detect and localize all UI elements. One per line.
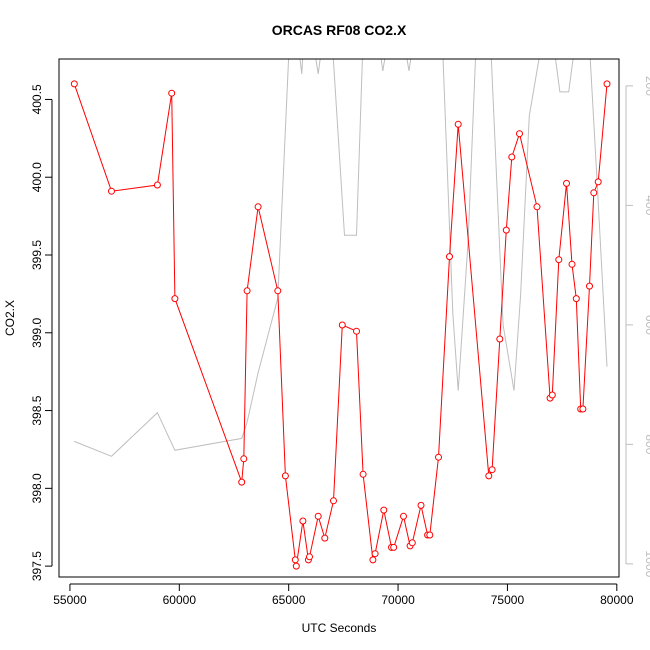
data-point xyxy=(488,466,496,474)
data-point xyxy=(502,226,510,234)
y-tick-label: 399.0 xyxy=(30,317,44,347)
data-point xyxy=(563,179,570,187)
data-point xyxy=(586,282,593,290)
data-point xyxy=(171,295,179,303)
data-point xyxy=(496,335,504,343)
plot-frame xyxy=(58,58,620,578)
data-point xyxy=(153,181,161,189)
data-point xyxy=(390,543,398,551)
data-point xyxy=(254,203,262,211)
data-point xyxy=(594,178,602,186)
data-point xyxy=(568,260,576,268)
data-point xyxy=(533,203,541,211)
y2-tick-label: 600 xyxy=(643,315,650,335)
data-point xyxy=(70,80,78,88)
data-point xyxy=(292,562,300,570)
data-point xyxy=(306,553,313,561)
data-point xyxy=(299,517,307,525)
data-point xyxy=(590,189,598,197)
data-point xyxy=(426,531,434,539)
data-point xyxy=(408,539,416,547)
data-point xyxy=(454,120,462,128)
data-point xyxy=(371,550,379,558)
y-tick-label: 398.5 xyxy=(30,395,44,425)
data-point xyxy=(281,472,289,480)
data-point xyxy=(380,506,388,514)
data-point xyxy=(400,512,407,520)
data-point xyxy=(485,472,493,480)
data-point xyxy=(168,89,176,97)
y-axis-label: CO2.X xyxy=(3,300,17,336)
series-layer xyxy=(70,59,611,570)
data-point xyxy=(330,497,337,505)
data-point xyxy=(435,453,442,461)
data-point xyxy=(555,256,563,264)
y-tick-label: 398.0 xyxy=(30,473,44,503)
data-point xyxy=(274,287,282,295)
data-point xyxy=(369,556,377,564)
data-point xyxy=(314,512,322,520)
data-point xyxy=(238,478,246,486)
y2-tick-label: 800 xyxy=(643,434,650,454)
data-point xyxy=(321,534,329,542)
data-point xyxy=(338,321,346,329)
data-point xyxy=(240,455,248,463)
x-tick-label: 65000 xyxy=(272,593,306,607)
data-point xyxy=(548,391,556,399)
data-point xyxy=(291,556,299,564)
chart-title: ORCAS RF08 CO2.X xyxy=(272,22,407,38)
data-point xyxy=(243,287,251,295)
y-tick-label: 397.5 xyxy=(30,551,44,581)
y-tick-label: 400.0 xyxy=(30,162,44,192)
y2-tick-label: 1000 xyxy=(643,551,650,578)
x-tick-label: 60000 xyxy=(163,593,197,607)
data-point xyxy=(108,187,115,195)
y2-tick-label: 200 xyxy=(643,76,650,96)
data-point xyxy=(579,405,587,413)
data-point xyxy=(353,327,360,335)
x-axis-label: UTC Seconds xyxy=(302,621,377,635)
data-point xyxy=(446,253,453,261)
data-point xyxy=(508,153,516,161)
x-tick-label: 70000 xyxy=(381,593,415,607)
data-point xyxy=(417,501,425,509)
series-right-line xyxy=(74,59,608,457)
data-point xyxy=(572,295,580,303)
y2-tick-label: 400 xyxy=(643,195,650,215)
data-point xyxy=(516,130,523,138)
y-tick-label: 400.5 xyxy=(30,84,44,114)
x-tick-label: 80000 xyxy=(600,593,634,607)
axes-layer: 55000 60000 65000 70000 75000 80000 397.5 398.0… xyxy=(30,76,650,607)
data-point xyxy=(359,470,367,478)
x-tick-label: 55000 xyxy=(53,593,87,607)
x-tick-label: 75000 xyxy=(491,593,525,607)
y-tick-label: 399.5 xyxy=(30,240,44,270)
data-point xyxy=(603,80,611,88)
